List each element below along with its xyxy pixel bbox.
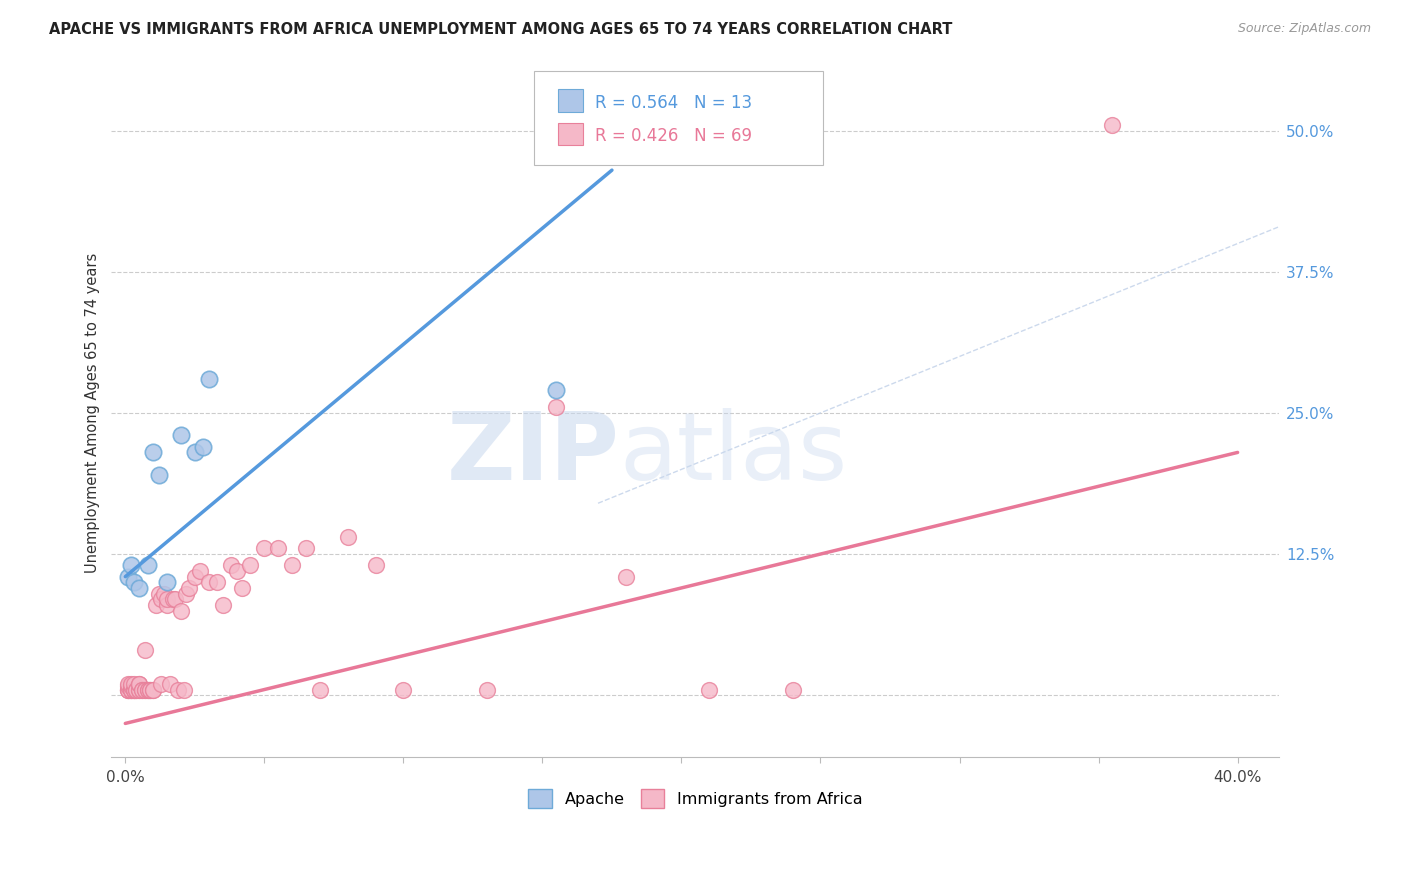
Point (122, 575, 145, 590)
Point (120, 682, 142, 697)
Text: Source: ZipAtlas.com: Source: ZipAtlas.com (1237, 22, 1371, 36)
Point (128, 677, 150, 691)
Point (117, 677, 139, 691)
Point (122, 682, 145, 697)
Point (134, 682, 156, 697)
Point (165, 592, 187, 607)
Point (117, 569, 139, 583)
Point (225, 564, 247, 578)
Point (128, 682, 150, 697)
Point (136, 558, 159, 573)
Point (219, 558, 242, 573)
Point (184, 445, 207, 459)
Text: APACHE VS IMMIGRANTS FROM AFRICA UNEMPLOYMENT AMONG AGES 65 TO 74 YEARS CORRELAT: APACHE VS IMMIGRANTS FROM AFRICA UNEMPLO… (49, 22, 953, 37)
Point (156, 598, 179, 612)
Point (546, 384, 568, 398)
Point (120, 558, 142, 573)
Point (148, 468, 170, 483)
Text: ZIP: ZIP (447, 409, 620, 500)
Point (1101, 118, 1123, 132)
Point (197, 372, 219, 386)
Point (190, 564, 212, 578)
Point (120, 679, 142, 693)
Point (162, 592, 184, 607)
Point (134, 682, 156, 697)
Point (179, 581, 201, 595)
Point (156, 592, 179, 607)
Text: R = 0.564   N = 13: R = 0.564 N = 13 (595, 94, 752, 112)
Point (136, 682, 159, 697)
Point (117, 679, 139, 693)
Point (122, 677, 145, 691)
Point (131, 682, 153, 697)
Legend: Apache, Immigrants from Africa: Apache, Immigrants from Africa (522, 782, 869, 814)
Point (131, 682, 153, 697)
Point (117, 682, 139, 697)
Text: atlas: atlas (620, 409, 848, 500)
Point (139, 682, 162, 697)
Point (239, 558, 262, 573)
Point (231, 581, 253, 595)
Point (309, 682, 332, 697)
Point (136, 682, 159, 697)
Point (475, 682, 498, 697)
Point (145, 598, 167, 612)
Point (614, 569, 637, 583)
Point (142, 682, 165, 697)
Y-axis label: Unemployment Among Ages 65 to 74 years: Unemployment Among Ages 65 to 74 years (86, 252, 100, 573)
Point (150, 677, 173, 691)
Point (150, 592, 173, 607)
Point (128, 682, 150, 697)
Point (193, 440, 215, 454)
Point (120, 682, 142, 697)
Point (148, 586, 170, 600)
Point (117, 682, 139, 697)
Point (364, 558, 387, 573)
Point (156, 575, 179, 590)
Point (125, 682, 148, 697)
Point (120, 682, 142, 697)
Point (173, 682, 195, 697)
Text: R = 0.426   N = 69: R = 0.426 N = 69 (595, 128, 752, 145)
Point (142, 445, 165, 459)
Point (336, 530, 359, 544)
Point (197, 575, 219, 590)
Point (134, 643, 156, 657)
Point (267, 541, 290, 556)
Point (546, 401, 568, 415)
Point (392, 682, 415, 697)
Point (139, 682, 162, 697)
Point (128, 677, 150, 691)
Point (253, 541, 276, 556)
Point (120, 677, 142, 691)
Point (122, 682, 145, 697)
Point (167, 682, 190, 697)
Point (122, 682, 145, 697)
Point (697, 682, 720, 697)
Point (128, 581, 150, 595)
Point (281, 558, 304, 573)
Point (170, 428, 193, 442)
Point (176, 586, 198, 600)
Point (205, 575, 228, 590)
Point (782, 682, 804, 697)
Point (125, 682, 148, 697)
Point (117, 682, 139, 697)
Point (184, 569, 207, 583)
Point (295, 541, 318, 556)
Point (159, 677, 181, 691)
Point (153, 586, 176, 600)
Point (211, 598, 233, 612)
Point (142, 682, 165, 697)
Point (170, 603, 193, 617)
